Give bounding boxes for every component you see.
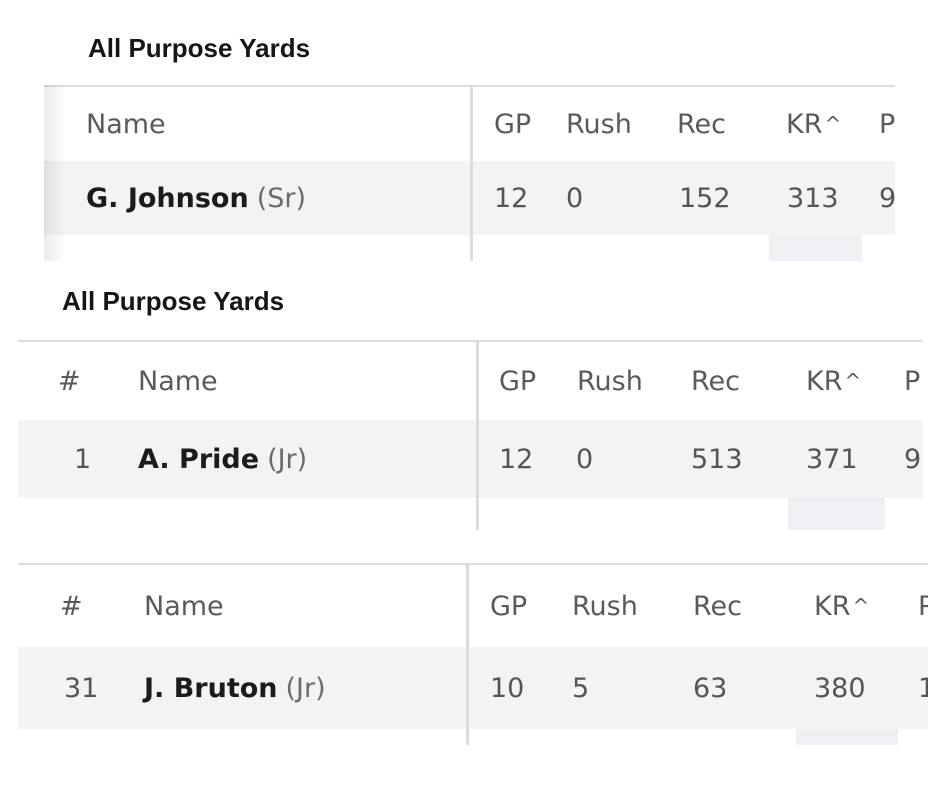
column-header-rank[interactable]: # — [58, 365, 81, 397]
column-header-kr[interactable]: KR ^ — [806, 342, 861, 420]
column-header-kr[interactable]: KR ^ — [786, 87, 841, 161]
kr-label: KR — [814, 590, 851, 622]
table-row[interactable]: 1 A. Pride (Jr) 12 0 513 371 9 — [18, 420, 923, 498]
cell-p: 1 — [918, 672, 928, 704]
sort-ascending-icon: ^ — [844, 369, 862, 393]
cell-rank: 1 — [74, 443, 92, 475]
cell-kr: 380 — [814, 672, 866, 704]
next-row-peek — [18, 729, 928, 745]
section-title: All Purpose Yards — [62, 286, 285, 316]
player-name[interactable]: G. Johnson (Sr) — [86, 161, 306, 235]
table-header-row: Name GP Rush Rec KR ^ P — [44, 85, 895, 163]
frozen-column-divider — [470, 85, 473, 261]
cell-rush: 0 — [566, 182, 584, 214]
frozen-column-divider — [476, 340, 479, 530]
stats-table: # Name GP Rush Rec KR ^ P 31 J. Bruton (Jr… — [18, 563, 928, 745]
column-header-gp[interactable]: GP — [499, 365, 537, 397]
player-class: (Jr) — [267, 443, 308, 475]
column-header-name[interactable]: Name — [144, 590, 224, 622]
stats-table: # Name GP Rush Rec KR ^ P 1 A. Pride (Jr) … — [18, 340, 923, 530]
cell-rec: 152 — [679, 182, 731, 214]
table-row[interactable]: G. Johnson (Sr) 12 0 152 313 9 — [44, 161, 895, 235]
table-header-row: # Name GP Rush Rec KR ^ P — [18, 563, 928, 649]
column-header-rank[interactable]: # — [60, 590, 83, 622]
next-row-peek — [18, 498, 923, 530]
kr-column-tail — [788, 498, 885, 530]
sort-ascending-icon: ^ — [824, 112, 842, 136]
cell-gp: 12 — [494, 182, 529, 214]
kr-column-tail — [769, 235, 862, 261]
column-header-rec[interactable]: Rec — [677, 108, 727, 140]
cell-rush: 0 — [576, 443, 594, 475]
cell-p: 9 — [879, 182, 895, 214]
table-row[interactable]: 31 J. Bruton (Jr) 10 5 63 380 1 — [18, 647, 928, 729]
column-header-gp[interactable]: GP — [490, 590, 528, 622]
column-header-p[interactable]: P — [918, 590, 928, 622]
kr-label: KR — [806, 365, 843, 397]
cell-rec: 63 — [693, 672, 728, 704]
column-header-rec[interactable]: Rec — [691, 365, 741, 397]
column-header-rush[interactable]: Rush — [572, 590, 638, 622]
player-name[interactable]: J. Bruton (Jr) — [144, 647, 326, 729]
column-header-name[interactable]: Name — [138, 365, 218, 397]
column-header-kr[interactable]: KR ^ — [814, 565, 869, 647]
sort-ascending-icon: ^ — [852, 594, 870, 618]
table-header-row: # Name GP Rush Rec KR ^ P — [18, 340, 923, 422]
section-title: All Purpose Yards — [88, 33, 311, 63]
stats-table: Name GP Rush Rec KR ^ P G. Johnson (Sr) 12… — [44, 85, 895, 261]
cell-kr: 371 — [806, 443, 858, 475]
cell-rec: 513 — [691, 443, 743, 475]
kr-column-tail — [796, 729, 898, 745]
cell-rank: 31 — [64, 672, 99, 704]
column-header-rush[interactable]: Rush — [577, 365, 643, 397]
player-class: (Sr) — [256, 182, 307, 214]
cell-gp: 12 — [499, 443, 534, 475]
next-row-peek — [44, 235, 895, 261]
cell-kr: 313 — [787, 182, 839, 214]
cell-rush: 5 — [572, 672, 590, 704]
column-header-p[interactable]: P — [904, 365, 921, 397]
column-header-rec[interactable]: Rec — [693, 590, 743, 622]
column-header-p[interactable]: P — [879, 108, 895, 140]
player-name[interactable]: A. Pride (Jr) — [138, 420, 307, 498]
cell-p: 9 — [904, 443, 922, 475]
column-header-name[interactable]: Name — [86, 108, 166, 140]
column-header-gp[interactable]: GP — [494, 108, 532, 140]
player-name-text: A. Pride — [138, 443, 260, 475]
player-name-text: J. Bruton — [144, 672, 278, 704]
column-header-rush[interactable]: Rush — [566, 108, 632, 140]
cell-gp: 10 — [490, 672, 525, 704]
player-name-text: G. Johnson — [86, 182, 249, 214]
kr-label: KR — [786, 108, 823, 140]
frozen-column-divider — [466, 563, 469, 745]
scroll-shadow — [44, 85, 66, 261]
player-class: (Jr) — [285, 672, 326, 704]
